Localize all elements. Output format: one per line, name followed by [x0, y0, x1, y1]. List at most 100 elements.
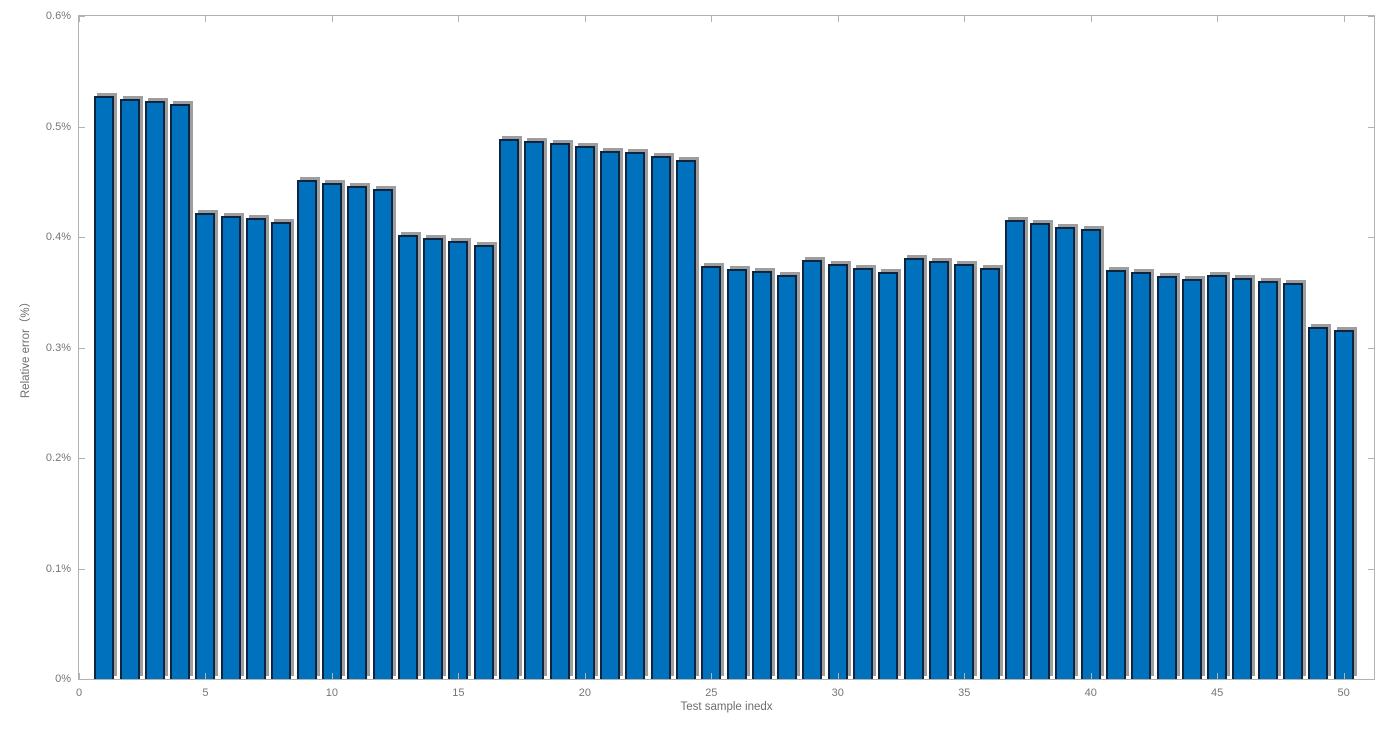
bar	[321, 183, 342, 679]
bar	[397, 235, 418, 679]
bar	[1106, 270, 1126, 679]
x-tick-mark	[1090, 16, 1092, 22]
bar	[170, 104, 191, 679]
bar	[1156, 276, 1177, 679]
bar	[1131, 272, 1152, 679]
bar	[751, 271, 772, 679]
bar	[1283, 283, 1304, 679]
bar	[574, 146, 595, 679]
x-tick-mark	[458, 16, 460, 22]
x-tick-mark	[79, 16, 80, 22]
bar	[701, 266, 722, 679]
y-tick-label: 0.1%	[45, 562, 71, 575]
x-tick-mark	[1090, 673, 1092, 679]
y-axis-label: Relative error（%）	[20, 295, 32, 399]
ticks-layer	[79, 16, 1374, 680]
bar	[954, 264, 975, 679]
x-tick-label: 10	[325, 687, 339, 699]
bar	[1055, 227, 1076, 679]
y-tick-mark	[1368, 679, 1374, 680]
x-tick-mark	[79, 673, 80, 679]
bar	[979, 268, 1000, 679]
x-tick-mark	[1343, 16, 1345, 22]
bar	[928, 261, 949, 679]
bar	[448, 241, 469, 679]
bar	[1080, 229, 1101, 679]
bar	[777, 275, 798, 679]
bar	[524, 141, 545, 679]
bar	[726, 269, 747, 679]
y-tick-mark	[79, 679, 85, 680]
bar	[94, 96, 115, 679]
y-tick-mark	[79, 568, 85, 570]
x-tick-label: 40	[1084, 687, 1097, 699]
bar	[347, 186, 368, 679]
x-tick-mark	[837, 16, 839, 22]
bar	[1181, 279, 1202, 679]
bar	[195, 213, 216, 679]
y-tick-label: 0.4%	[45, 231, 71, 243]
y-tick-mark	[1368, 16, 1374, 17]
y-tick-mark	[79, 237, 85, 238]
x-tick-mark	[711, 673, 713, 679]
bar	[296, 180, 317, 679]
x-tick-label: 5	[202, 687, 209, 699]
bar	[625, 152, 646, 679]
x-tick-label: 0	[75, 687, 83, 699]
bar	[549, 143, 570, 679]
y-tick-label: 0.6%	[45, 10, 71, 22]
y-tick-mark	[1368, 237, 1374, 238]
x-tick-mark	[205, 673, 207, 679]
x-tick-mark	[1217, 16, 1219, 22]
bar	[827, 264, 848, 679]
bar	[473, 245, 494, 679]
x-tick-mark	[964, 16, 966, 22]
bars-layer	[79, 16, 1374, 679]
y-tick-mark	[1368, 347, 1374, 349]
y-tick-mark	[1368, 568, 1374, 570]
bar	[1308, 327, 1329, 679]
plot-area	[78, 15, 1375, 680]
y-tick-label: 0.3%	[45, 341, 71, 354]
bar	[802, 260, 823, 679]
bar	[1207, 275, 1228, 679]
bar	[1030, 223, 1051, 679]
bar	[650, 156, 671, 679]
x-tick-mark	[331, 673, 333, 679]
x-tick-mark	[837, 673, 839, 679]
x-tick-label: 25	[705, 687, 718, 699]
bar	[498, 139, 519, 679]
x-tick-mark	[331, 16, 333, 22]
bar	[144, 101, 165, 679]
x-tick-mark	[584, 16, 586, 22]
y-tick-mark	[79, 126, 85, 128]
bar	[1232, 278, 1253, 679]
bar	[119, 99, 140, 679]
bar	[853, 268, 874, 679]
y-tick-mark	[1368, 458, 1374, 459]
x-tick-mark	[458, 673, 460, 679]
x-tick-label: 30	[831, 687, 844, 699]
y-tick-label: 0.2%	[45, 452, 71, 464]
bar	[1004, 220, 1025, 679]
x-tick-label: 15	[452, 687, 465, 699]
bar	[372, 189, 393, 679]
y-tick-mark	[79, 16, 85, 17]
x-tick-mark	[711, 16, 713, 22]
x-tick-label: 50	[1337, 687, 1350, 699]
bar	[1333, 330, 1354, 679]
x-tick-mark	[1217, 673, 1219, 679]
x-axis-label: Test sample inedx	[680, 701, 773, 713]
bar	[220, 216, 241, 679]
x-tick-label: 35	[958, 687, 971, 699]
bar	[246, 218, 267, 679]
x-tick-label: 45	[1211, 687, 1224, 699]
bar	[903, 258, 924, 679]
bar	[878, 272, 899, 679]
y-tick-mark	[79, 347, 85, 349]
x-tick-mark	[1343, 673, 1345, 679]
y-tick-mark	[79, 458, 85, 459]
x-tick-label: 20	[578, 687, 591, 699]
x-tick-mark	[584, 673, 586, 679]
